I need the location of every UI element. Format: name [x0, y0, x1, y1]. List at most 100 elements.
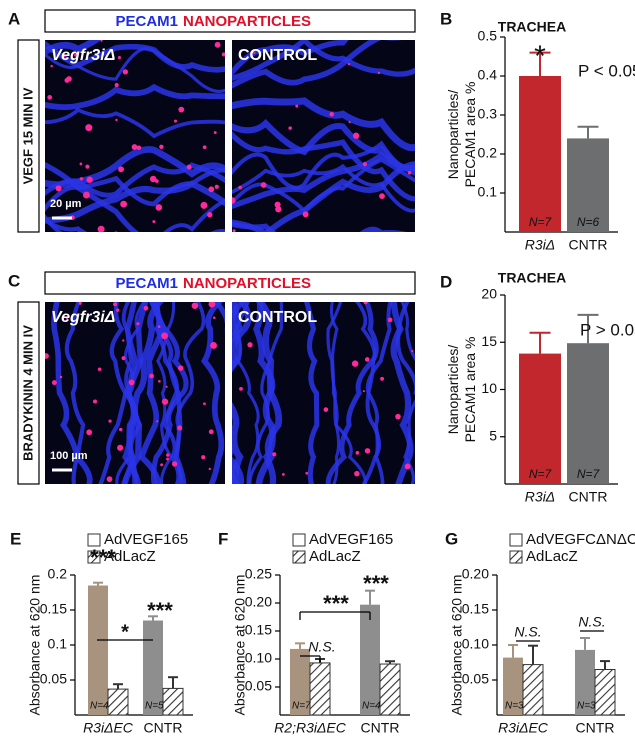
vessel: [232, 151, 415, 210]
particle: [351, 360, 359, 367]
vessel: [45, 107, 225, 139]
n-label: N=6: [577, 215, 600, 229]
particle: [51, 380, 57, 386]
particle: [166, 457, 169, 461]
y-tick-label: 10: [481, 380, 497, 396]
particle: [302, 211, 309, 218]
legend-swatch: [292, 533, 306, 547]
legend-swatch: [87, 550, 101, 564]
annotation: ***: [90, 545, 116, 570]
particle: [247, 342, 253, 348]
particle: [106, 476, 113, 482]
vessel: [45, 40, 225, 73]
bar: [290, 648, 310, 715]
x-tick-label: R3iΔ: [525, 237, 555, 253]
particle: [149, 175, 157, 183]
y-axis-label: Nanoparticles/: [445, 345, 461, 435]
legend-swatch: [87, 533, 101, 547]
particle: [136, 145, 142, 151]
n-label: N=3: [505, 701, 524, 712]
particle: [177, 425, 183, 431]
particle: [178, 106, 185, 113]
particle: [97, 225, 105, 232]
y-tick-label: 20: [481, 286, 497, 302]
image-label: CONTROL: [238, 47, 317, 64]
bar: [567, 138, 609, 232]
particle: [274, 201, 281, 208]
vessel: [45, 83, 225, 110]
x-tick-label: CNTR: [144, 720, 183, 736]
n-label: N=7: [529, 467, 553, 481]
chart-title: TRACHEA: [498, 19, 566, 35]
annotation: P < 0.05: [578, 61, 635, 80]
particle: [348, 121, 351, 124]
vessel: [121, 302, 143, 484]
legend-label: AdLacZ: [309, 548, 361, 565]
annotation: ***: [147, 598, 173, 623]
vessel: [255, 302, 283, 484]
particle: [288, 126, 292, 130]
x-tick-label: R3iΔEC: [498, 720, 549, 736]
vessel: [232, 163, 415, 213]
particle: [113, 302, 118, 307]
y-tick-label: 0.1: [478, 184, 498, 200]
legend-label: AdVEGFCΔNΔC: [526, 531, 635, 548]
vessel: [173, 302, 206, 484]
y-tick-label: 5: [489, 427, 497, 443]
legend-swatch: [509, 550, 523, 564]
particle: [159, 144, 164, 149]
vessel: [45, 198, 225, 232]
particle: [213, 131, 217, 135]
y-tick-label: 0.2: [48, 566, 68, 582]
bar: [567, 343, 609, 484]
particle: [118, 166, 125, 173]
particle: [86, 429, 93, 436]
particle: [116, 308, 120, 312]
particle: [214, 184, 219, 189]
particle: [354, 470, 360, 477]
particle: [362, 390, 365, 393]
header-red: NANOPARTICLES: [183, 13, 311, 30]
annotation: N.S.: [308, 639, 335, 655]
particle: [203, 402, 206, 406]
particle: [86, 176, 93, 183]
n-label: N=5: [145, 701, 164, 712]
particle: [100, 40, 103, 42]
annotation: N.S.: [514, 624, 541, 640]
bar: [594, 669, 616, 716]
annotation: N.S.: [578, 614, 605, 630]
particle: [82, 191, 90, 199]
particle: [115, 118, 118, 122]
particle: [305, 471, 309, 475]
particle: [121, 356, 126, 361]
x-tick-label: CNTR: [569, 237, 608, 253]
particle: [275, 206, 282, 213]
particle: [232, 229, 236, 232]
bar: [88, 585, 108, 715]
particle: [158, 379, 161, 383]
particle: [50, 64, 53, 68]
particle: [79, 162, 83, 166]
particle: [63, 55, 66, 58]
x-tick-label: CNTR: [569, 489, 608, 505]
legend-label: AdVEGF165: [104, 531, 188, 548]
particle: [347, 62, 351, 66]
particle: [122, 339, 125, 342]
particle: [97, 367, 102, 372]
y-axis-label: Absorbance at 620 nm: [232, 575, 248, 716]
scale-label: 20 µm: [50, 198, 82, 210]
particle: [208, 467, 211, 471]
particle: [200, 201, 208, 209]
particle: [221, 52, 225, 57]
particle: [208, 429, 214, 435]
x-tick-label: CNTR: [361, 720, 400, 736]
bar: [575, 649, 595, 715]
particle: [161, 332, 168, 340]
particle: [122, 69, 129, 75]
header-blue: PECAM1: [115, 13, 178, 30]
particle: [208, 186, 215, 193]
particle: [47, 95, 53, 100]
particle: [208, 302, 216, 308]
particle: [171, 461, 178, 467]
vessel: [98, 302, 128, 484]
